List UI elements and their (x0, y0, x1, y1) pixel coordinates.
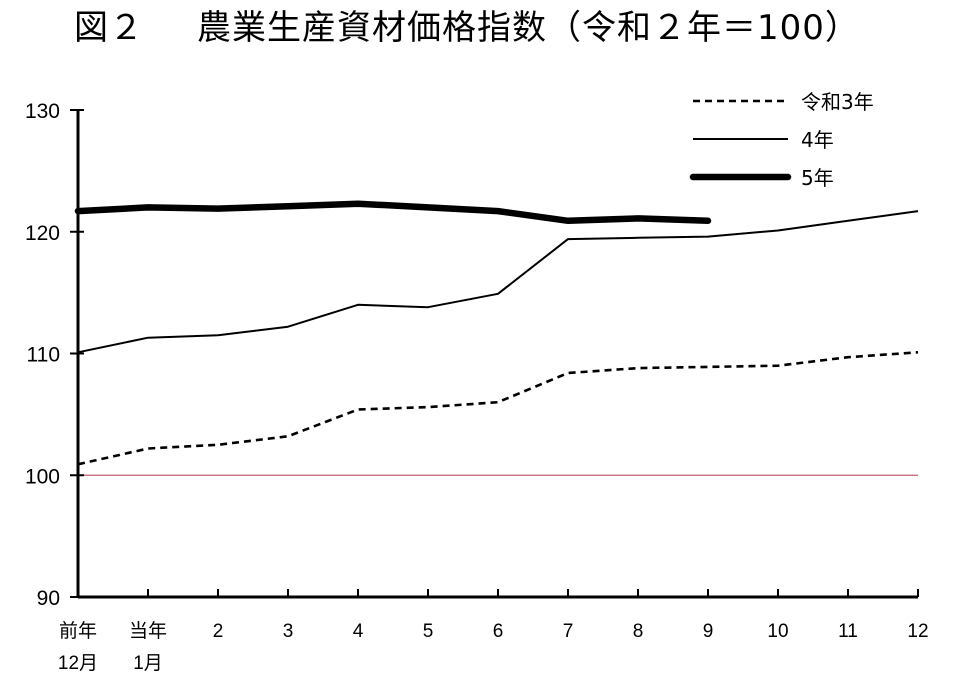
legend-label-3: 5年 (801, 166, 834, 190)
y-tick-label: 120 (25, 222, 60, 245)
x-tick-label: 当年 (129, 620, 167, 642)
x-tick-label: 前年 (59, 620, 97, 642)
x-tick-label: 4 (353, 621, 364, 642)
x-tick-label: 8 (633, 621, 644, 642)
x-tick-label: 10 (767, 621, 788, 642)
x-tick-label: 9 (703, 621, 714, 642)
x-tick-label: 11 (838, 621, 858, 642)
series-line-3 (74, 200, 712, 225)
y-tick-label: 130 (25, 100, 60, 123)
y-tick-label: 110 (27, 344, 60, 367)
x-tick-label: 7 (563, 621, 574, 642)
legend-label-2: 4年 (801, 128, 834, 152)
title-text: 農業生産資材価格指数（令和２年＝100） (197, 8, 860, 48)
chart-title: 図２ 農業生産資材価格指数（令和２年＝100） (0, 0, 960, 60)
series-line-1 (77, 351, 919, 466)
x-tick-label: 12 (907, 621, 928, 642)
x-tick-label: 6 (493, 621, 504, 642)
figure-number: 図２ (74, 8, 144, 48)
series-line-2 (77, 210, 919, 354)
x-tick-label: 1月 (133, 653, 163, 674)
x-tick-label: 5 (423, 621, 434, 642)
x-tick-label: 3 (283, 621, 294, 642)
x-tick-label: 2 (213, 621, 224, 642)
y-tick-label: 90 (37, 587, 60, 610)
legend-label-1: 令和3年 (801, 90, 874, 114)
x-tick-label: 12月 (58, 653, 98, 674)
y-tick-label: 100 (25, 465, 60, 488)
